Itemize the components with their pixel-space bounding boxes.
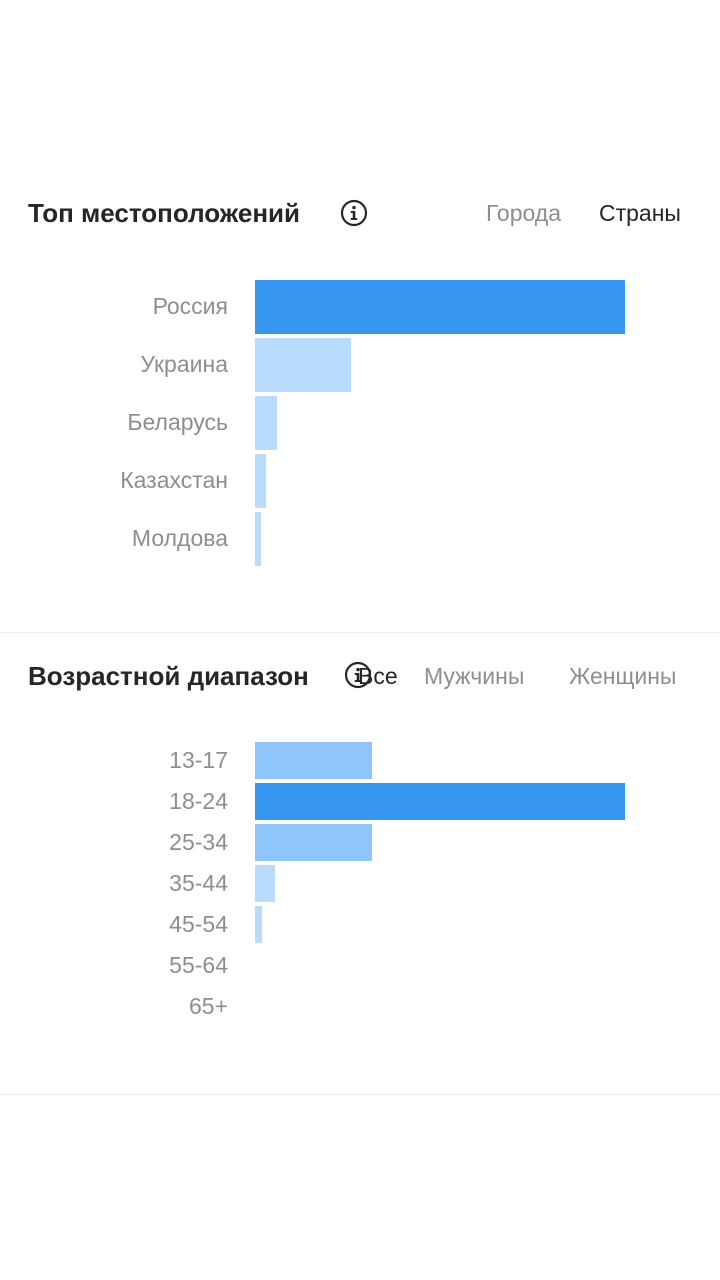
bar-label: 25-34 xyxy=(169,829,228,855)
bar xyxy=(255,742,372,779)
bar-label: Казахстан xyxy=(120,467,228,493)
bar-label: Беларусь xyxy=(127,409,228,435)
bar xyxy=(255,454,266,508)
top-locations-section: Топ местоположений Города Страны Россия … xyxy=(0,0,720,632)
bar xyxy=(255,824,372,861)
tab-countries[interactable]: Страны xyxy=(599,200,681,226)
bar-label: 65+ xyxy=(188,993,228,1019)
section-divider xyxy=(0,1094,720,1095)
age-range-section: Возрастной диапазон Все Мужчины Женщины … xyxy=(0,633,720,1094)
tab-men[interactable]: Мужчины xyxy=(424,663,525,689)
bar-label: 35-44 xyxy=(169,870,228,896)
bar-label: 45-54 xyxy=(169,911,228,937)
bar xyxy=(255,512,261,566)
bar xyxy=(255,783,625,820)
tab-cities[interactable]: Города xyxy=(486,200,561,226)
tab-all[interactable]: Все xyxy=(358,663,398,689)
bar xyxy=(255,338,351,392)
info-icon[interactable] xyxy=(344,661,372,689)
section-divider xyxy=(0,632,720,633)
section-title: Топ местоположений xyxy=(28,198,301,228)
bar-label: Россия xyxy=(152,293,228,319)
section-title: Возрастной диапазон xyxy=(28,661,309,691)
tab-women[interactable]: Женщины xyxy=(569,663,677,689)
bar-label: 18-24 xyxy=(169,788,228,814)
bar xyxy=(255,865,275,902)
bar xyxy=(255,280,625,334)
bar-label: Украина xyxy=(140,351,228,377)
bar-label: 13-17 xyxy=(169,747,228,773)
bar xyxy=(255,396,277,450)
info-icon[interactable] xyxy=(340,199,368,227)
bar-label: Молдова xyxy=(131,525,228,551)
bar xyxy=(255,906,262,943)
bar-label: 55-64 xyxy=(169,952,228,978)
